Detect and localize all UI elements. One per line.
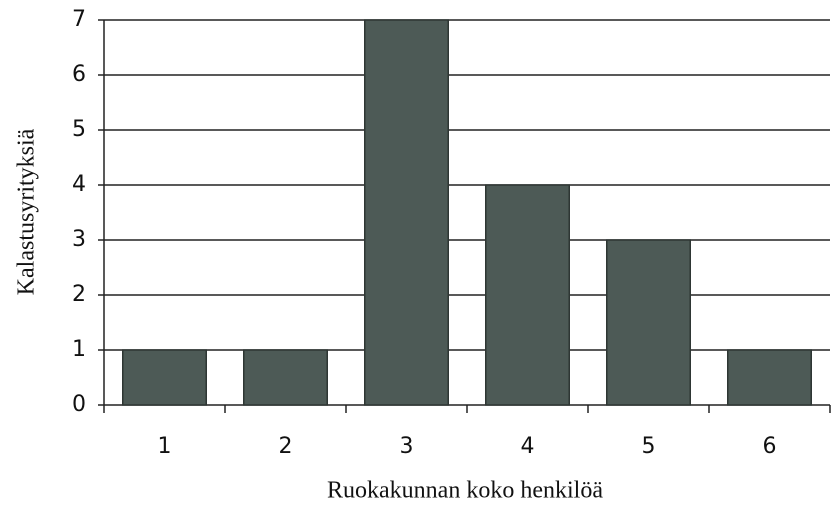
x-axis-label: Ruokakunnan koko henkilöä [327, 478, 603, 504]
x-tick-label: 6 [763, 434, 777, 459]
bar [606, 239, 691, 406]
bar [485, 184, 570, 406]
bar [727, 349, 812, 406]
y-tick-label: 3 [72, 227, 86, 252]
bar [364, 19, 449, 406]
y-tick-label: 5 [72, 117, 86, 142]
y-axis-label: Kalastusyrityksiä [14, 128, 40, 295]
y-tick-label: 2 [72, 282, 86, 307]
x-tick-label: 1 [158, 434, 172, 459]
y-tick-label: 0 [72, 392, 86, 417]
y-tick-label: 6 [72, 62, 86, 87]
x-tick-label: 5 [642, 434, 656, 459]
y-tick-label: 1 [72, 337, 86, 362]
x-tick-label: 3 [400, 434, 414, 459]
bar [243, 349, 328, 406]
x-tick-label: 4 [521, 434, 535, 459]
y-tick-label: 4 [72, 172, 86, 197]
bar [122, 349, 207, 406]
x-tick-label: 2 [279, 434, 293, 459]
y-tick-label: 7 [72, 7, 86, 32]
